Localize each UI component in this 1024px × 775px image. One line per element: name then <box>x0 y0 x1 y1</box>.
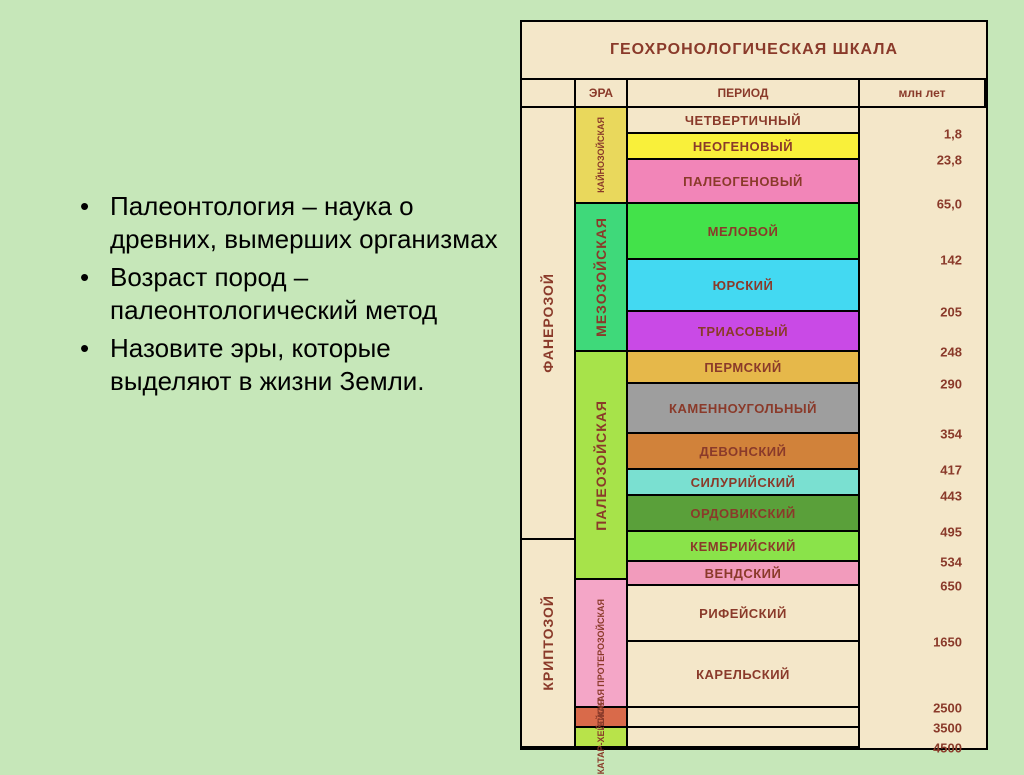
bullet-panel: Палеонтология – наука о древних, вымерши… <box>0 0 520 767</box>
period-cell <box>628 728 858 748</box>
age-value: 650 <box>940 579 962 594</box>
period-cell: МЕЛОВОЙ <box>628 204 858 260</box>
age-value: 205 <box>940 305 962 320</box>
header-age: млн лет <box>860 80 986 106</box>
bullet-list: Палеонтология – наука о древних, вымерши… <box>80 190 500 397</box>
eon-column: ФАНЕРОЗОЙКРИПТОЗОЙ <box>522 108 576 748</box>
age-value: 4500 <box>933 741 962 756</box>
age-value: 354 <box>940 427 962 442</box>
age-value: 248 <box>940 345 962 360</box>
age-value: 290 <box>940 377 962 392</box>
age-value: 534 <box>940 555 962 570</box>
era-cell <box>576 562 626 580</box>
period-cell <box>628 708 858 728</box>
period-cell: ТРИАСОВЫЙ <box>628 312 858 352</box>
period-cell: КЕМБРИЙСКИЙ <box>628 532 858 562</box>
age-value: 417 <box>940 463 962 478</box>
header-era: ЭРА <box>576 80 628 106</box>
era-cell: КАТАР-ХЕЙСКАЯ <box>576 728 626 748</box>
period-cell: СИЛУРИЙСКИЙ <box>628 470 858 496</box>
header-eon <box>522 80 576 106</box>
period-cell: КАМЕННОУГОЛЬНЫЙ <box>628 384 858 434</box>
age-value: 2500 <box>933 701 962 716</box>
age-value: 1,8 <box>944 127 962 142</box>
age-value: 65,0 <box>937 197 962 212</box>
age-value: 443 <box>940 489 962 504</box>
age-value: 1650 <box>933 635 962 650</box>
bullet-item: Палеонтология – наука о древних, вымерши… <box>80 190 500 255</box>
eon-cell: ФАНЕРОЗОЙ <box>522 108 574 540</box>
era-cell: КАЙНОЗОЙСКАЯ <box>576 108 626 204</box>
age-value: 3500 <box>933 721 962 736</box>
period-cell: ДЕВОНСКИЙ <box>628 434 858 470</box>
period-cell: ПЕРМСКИЙ <box>628 352 858 384</box>
period-cell: КАРЕЛЬСКИЙ <box>628 642 858 708</box>
period-cell: ОРДОВИКСКИЙ <box>628 496 858 532</box>
eon-cell: КРИПТОЗОЙ <box>522 540 574 748</box>
header-period: ПЕРИОД <box>628 80 860 106</box>
period-column: ЧЕТВЕРТИЧНЫЙНЕОГЕНОВЫЙПАЛЕОГЕНОВЫЙМЕЛОВО… <box>628 108 860 748</box>
period-cell: ЧЕТВЕРТИЧНЫЙ <box>628 108 858 134</box>
period-cell: РИФЕЙСКИЙ <box>628 586 858 642</box>
header-row: ЭРА ПЕРИОД млн лет <box>522 78 986 108</box>
bullet-item: Назовите эры, которые выделяют в жизни З… <box>80 332 500 397</box>
chart-body: ФАНЕРОЗОЙКРИПТОЗОЙ КАЙНОЗОЙСКАЯМЕЗОЗОЙСК… <box>522 108 986 748</box>
period-cell: ВЕНДСКИЙ <box>628 562 858 586</box>
chart-title: ГЕОХРОНОЛОГИЧЕСКАЯ ШКАЛА <box>522 22 986 78</box>
age-column: 1,8 23,8 65,0 142 205 248 290 354 417 443 495 534 65… <box>860 108 986 748</box>
age-value: 495 <box>940 525 962 540</box>
age-value: 142 <box>940 253 962 268</box>
bullet-item: Возраст пород – палеонтологический метод <box>80 261 500 326</box>
chart-panel: ГЕОХРОНОЛОГИЧЕСКАЯ ШКАЛА ЭРА ПЕРИОД млн … <box>520 0 1010 767</box>
period-cell: ПАЛЕОГЕНОВЫЙ <box>628 160 858 204</box>
era-cell: ПАЛЕОЗОЙСКАЯ <box>576 352 626 580</box>
period-cell: НЕОГЕНОВЫЙ <box>628 134 858 160</box>
era-cell: МЕЗОЗОЙСКАЯ <box>576 204 626 352</box>
geo-timescale-chart: ГЕОХРОНОЛОГИЧЕСКАЯ ШКАЛА ЭРА ПЕРИОД млн … <box>520 20 988 750</box>
era-column: КАЙНОЗОЙСКАЯМЕЗОЗОЙСКАЯПАЛЕОЗОЙСКАЯПРОТЕ… <box>576 108 628 748</box>
period-cell: ЮРСКИЙ <box>628 260 858 312</box>
age-value: 23,8 <box>937 153 962 168</box>
